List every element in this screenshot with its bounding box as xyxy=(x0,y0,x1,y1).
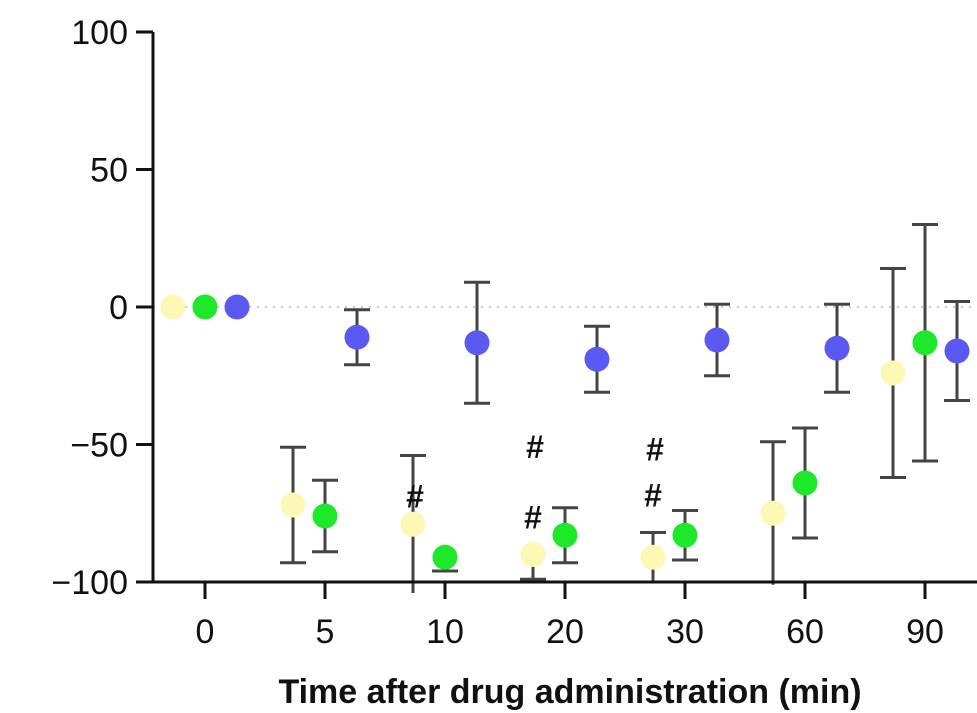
data-point xyxy=(432,544,458,570)
x-tick-label: 10 xyxy=(426,613,464,651)
data-point xyxy=(280,492,306,518)
x-tick-label: 0 xyxy=(196,613,215,651)
data-point xyxy=(344,324,370,350)
data-point xyxy=(584,346,610,372)
data-point xyxy=(944,338,970,364)
data-point xyxy=(792,470,818,496)
significance-mark: # xyxy=(406,478,424,514)
data-point xyxy=(912,330,938,356)
y-tick-label: −50 xyxy=(70,427,128,465)
data-point xyxy=(672,522,698,548)
data-point xyxy=(224,294,250,320)
x-axis-title: Time after drug administration (min) xyxy=(278,673,861,711)
x-tick-label: 5 xyxy=(316,613,335,651)
x-tick-label: 90 xyxy=(906,613,944,651)
data-point xyxy=(192,294,218,320)
x-tick-label: 20 xyxy=(546,613,584,651)
data-point xyxy=(760,500,786,526)
data-point xyxy=(704,327,730,353)
y-tick-label: 50 xyxy=(90,152,128,190)
significance-mark: # xyxy=(524,500,542,536)
x-tick-label: 60 xyxy=(786,613,824,651)
data-point xyxy=(464,330,490,356)
data-point xyxy=(160,294,186,320)
data-point xyxy=(312,503,338,529)
data-point xyxy=(520,542,546,567)
y-tick-label: 100 xyxy=(71,14,128,52)
y-tick-label: −100 xyxy=(51,564,128,602)
data-point xyxy=(552,522,578,548)
significance-mark: # xyxy=(644,478,662,514)
y-tick-label: 0 xyxy=(109,289,128,327)
x-tick-label: 30 xyxy=(666,613,704,651)
significance-mark: # xyxy=(646,432,664,468)
data-point xyxy=(640,544,666,570)
significance-mark: # xyxy=(526,429,544,465)
data-point xyxy=(880,360,906,386)
data-point xyxy=(400,511,426,537)
data-point xyxy=(824,335,850,361)
